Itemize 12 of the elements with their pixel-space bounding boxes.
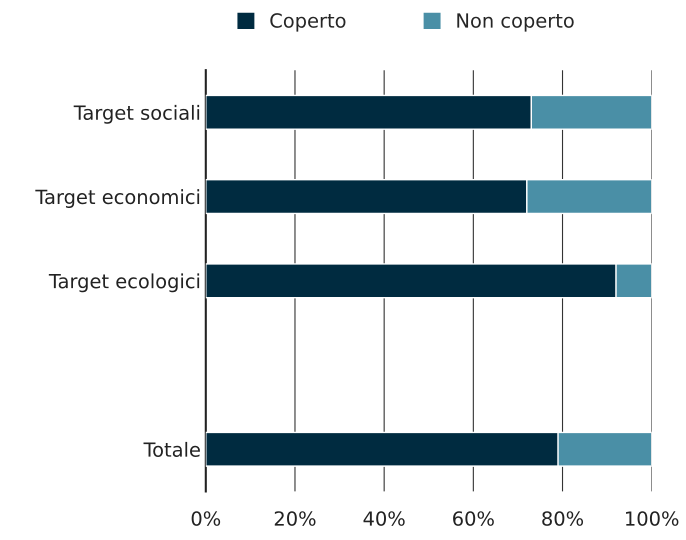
- y-tick-label: Target sociali: [74, 104, 200, 124]
- legend-label: Coperto: [270, 13, 346, 32]
- x-tick-label: 60%: [453, 511, 494, 526]
- y-tick-label: Target ecologici: [48, 273, 200, 292]
- x-tick-label: 0%: [192, 511, 220, 526]
- x-tick-label: 40%: [364, 511, 405, 526]
- legend-label: Non coperto: [457, 13, 574, 32]
- y-tick-label: Totale: [144, 442, 200, 457]
- x-tick-label: 20%: [274, 511, 316, 526]
- x-tick-label: 100%: [626, 511, 678, 526]
- y-tick-label: Target economici: [35, 189, 200, 208]
- x-tick-label: 80%: [542, 511, 584, 526]
